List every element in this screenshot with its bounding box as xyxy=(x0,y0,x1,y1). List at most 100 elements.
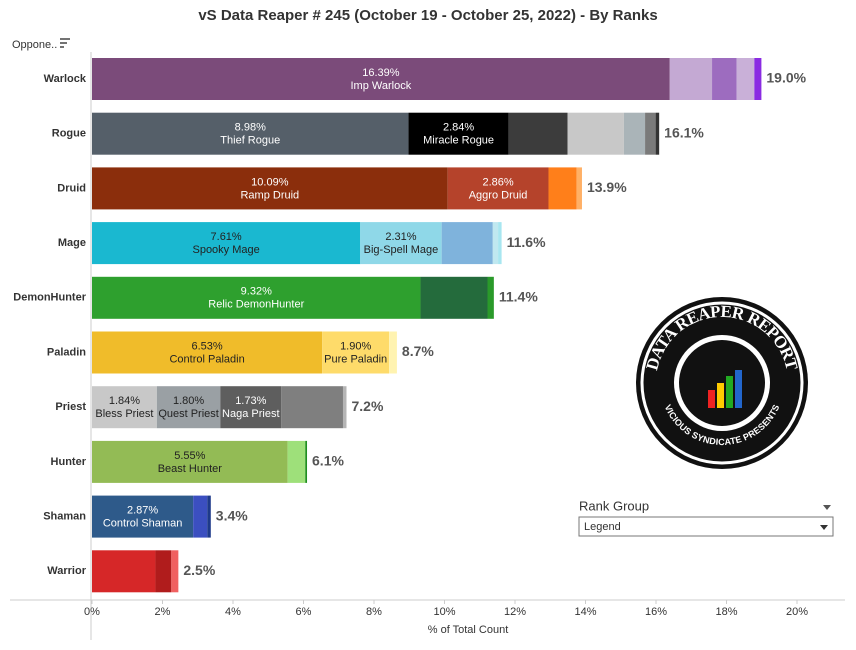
segment-value-label: 9.32% xyxy=(241,286,272,298)
logo: DATA REAPER REPORT VICIOUS SYNDICATE PRE… xyxy=(636,297,808,469)
total-label: 3.4% xyxy=(216,507,248,523)
segment-value-label: 1.84% xyxy=(109,395,140,407)
category-label: Warrior xyxy=(47,565,86,577)
bar-segment xyxy=(92,112,409,155)
x-tick-label: 4% xyxy=(225,606,241,618)
segment-name-label: Ramp Druid xyxy=(240,189,299,201)
x-axis-title: % of Total Count xyxy=(428,624,509,636)
bar-segment xyxy=(92,167,448,210)
category-label: Shaman xyxy=(43,511,86,523)
bar-segment xyxy=(281,386,343,429)
segment-value-label: 7.61% xyxy=(211,231,242,243)
segment-name-label: Naga Priest xyxy=(222,408,279,420)
segment-value-label: 2.84% xyxy=(443,122,474,134)
bar-segment xyxy=(655,112,660,155)
bar-segment xyxy=(669,58,713,100)
bar-segment xyxy=(305,440,308,483)
total-label: 13.9% xyxy=(587,179,627,195)
segment-value-label: 2.31% xyxy=(385,231,416,243)
segment-name-label: Big-Spell Mage xyxy=(364,244,439,256)
bar-segment xyxy=(92,222,361,265)
bar-segment xyxy=(360,222,442,265)
bar-segment xyxy=(576,167,582,210)
bar-segment xyxy=(623,112,646,155)
bar-segment xyxy=(92,386,157,429)
bar-segment xyxy=(420,276,488,319)
bar-segment xyxy=(92,550,156,593)
bar-segment xyxy=(645,112,656,155)
segment-name-label: Pure Paladin xyxy=(324,353,387,365)
sort-label[interactable]: Oppone.. xyxy=(12,39,57,51)
bar-segment xyxy=(92,495,194,538)
segment-name-label: Relic DemonHunter xyxy=(208,299,304,311)
bar-segment xyxy=(441,222,493,265)
segment-name-label: Aggro Druid xyxy=(469,189,528,201)
segment-name-label: Bless Priest xyxy=(95,408,153,420)
x-tick-label: 12% xyxy=(504,606,526,618)
x-tick-label: 20% xyxy=(786,606,808,618)
segment-name-label: Imp Warlock xyxy=(351,80,412,92)
x-tick-label: 10% xyxy=(433,606,455,618)
category-label: Paladin xyxy=(47,346,86,358)
filter-menu-icon[interactable] xyxy=(823,505,831,510)
category-label: Mage xyxy=(58,237,86,249)
bar-segment xyxy=(322,331,390,374)
bar-segment xyxy=(389,331,397,374)
segment-value-label: 1.80% xyxy=(173,395,204,407)
segment-value-label: 6.53% xyxy=(191,340,222,352)
segment-name-label: Miracle Rogue xyxy=(423,135,494,147)
x-tick-label: 6% xyxy=(296,606,312,618)
segment-name-label: Control Paladin xyxy=(169,353,244,365)
segment-value-label: 5.55% xyxy=(174,450,205,462)
total-label: 6.1% xyxy=(312,453,344,469)
segment-value-label: 16.39% xyxy=(362,67,400,79)
total-label: 19.0% xyxy=(766,70,806,86)
bar-segment xyxy=(171,550,179,593)
segment-name-label: Beast Hunter xyxy=(158,463,223,475)
category-label: Priest xyxy=(55,401,86,413)
bar-segment xyxy=(155,550,172,593)
segment-value-label: 1.73% xyxy=(235,395,266,407)
segment-value-label: 2.86% xyxy=(482,176,513,188)
bar-segment xyxy=(193,495,208,538)
bar-segment xyxy=(498,222,502,265)
bar-segment xyxy=(92,58,670,100)
segment-name-label: Thief Rogue xyxy=(220,135,280,147)
total-label: 16.1% xyxy=(664,124,704,140)
bar-segment xyxy=(754,58,762,100)
bar-segment xyxy=(342,386,347,429)
chart-title: vS Data Reaper # 245 (October 19 - Octob… xyxy=(198,7,657,24)
x-tick-label: 2% xyxy=(155,606,171,618)
total-label: 2.5% xyxy=(183,562,215,578)
x-tick-label: 8% xyxy=(366,606,382,618)
total-label: 11.6% xyxy=(507,234,546,250)
bar-segment xyxy=(220,386,282,429)
sort-icon[interactable] xyxy=(60,38,70,48)
x-tick-label: 14% xyxy=(574,606,596,618)
total-label: 8.7% xyxy=(402,343,434,359)
category-label: Rogue xyxy=(52,128,86,140)
segment-value-label: 8.98% xyxy=(235,122,266,134)
segment-value-label: 1.90% xyxy=(340,340,371,352)
bar-segment xyxy=(92,331,323,374)
bar-segment xyxy=(207,495,211,538)
category-label: Druid xyxy=(57,182,86,194)
filter-dropdown[interactable] xyxy=(578,516,834,537)
category-label: Hunter xyxy=(51,456,87,468)
segment-value-label: 10.09% xyxy=(251,176,289,188)
segment-name-label: Spooky Mage xyxy=(192,244,259,256)
bar-segment xyxy=(736,58,755,100)
bar-segment xyxy=(447,167,549,210)
bar-segment xyxy=(287,440,306,483)
dropdown-arrow[interactable] xyxy=(820,525,828,530)
bar-segment xyxy=(487,276,494,319)
filter-selected[interactable]: Legend xyxy=(584,521,621,533)
total-label: 11.4% xyxy=(499,289,538,305)
x-tick-label: 18% xyxy=(715,606,737,618)
bar-segment xyxy=(712,58,737,100)
segment-name-label: Quest Priest xyxy=(158,408,219,420)
bar-segment xyxy=(492,222,499,265)
bar-segment xyxy=(92,276,421,319)
bar-segment xyxy=(548,167,577,210)
bar-segment xyxy=(92,440,288,483)
